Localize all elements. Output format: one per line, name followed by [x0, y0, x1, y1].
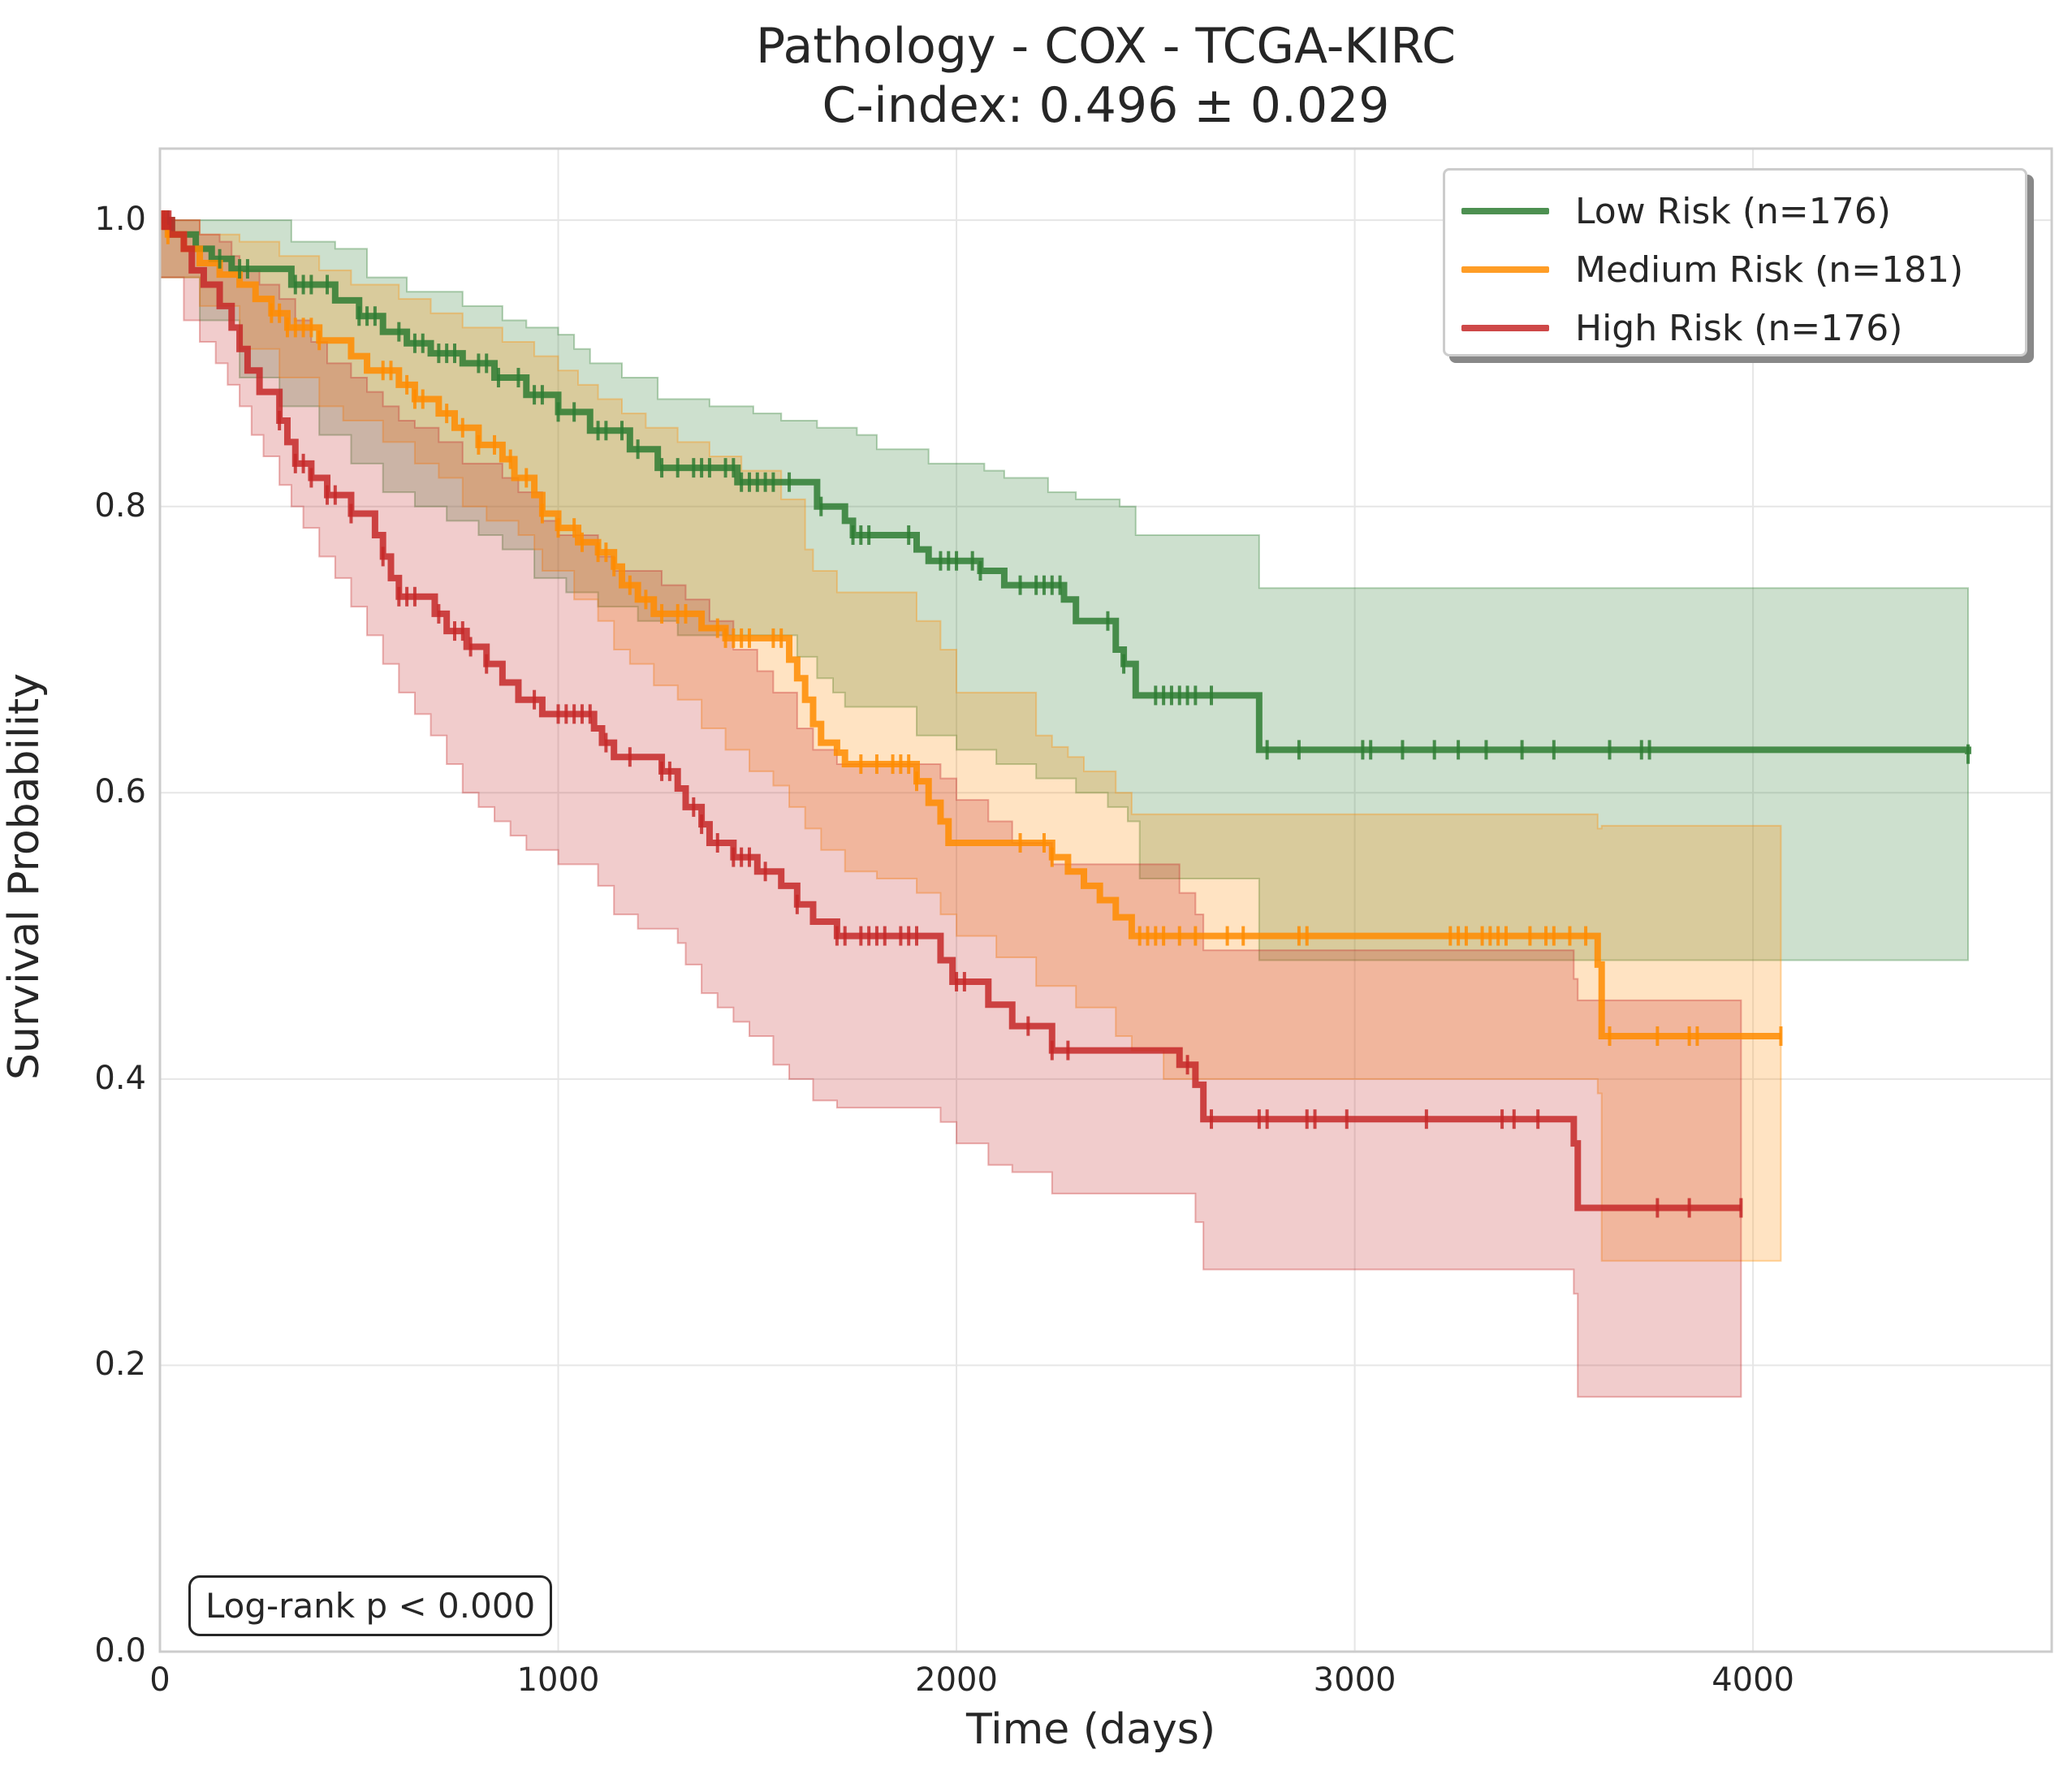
x-tick-label: 1000	[516, 1661, 600, 1699]
y-tick-label: 0.0	[94, 1632, 146, 1670]
y-tick-label: 0.4	[94, 1059, 146, 1097]
ci-band-high-risk	[159, 219, 1742, 1398]
survival-curves	[160, 217, 1971, 1212]
censor-marks	[160, 210, 1970, 1218]
survival-curve-high-risk	[160, 217, 1742, 1212]
chart-title: Pathology - COX - TCGA-KIRC	[755, 18, 1456, 75]
log-rank-annotation: Log-rank p < 0.000	[188, 1575, 553, 1636]
y-axis-label: Survival Probability	[0, 672, 49, 1080]
y-tick-label: 0.2	[94, 1346, 146, 1384]
x-tick-label: 3000	[1313, 1661, 1396, 1699]
legend-swatch-medium-risk	[1461, 266, 1549, 273]
plot-frame	[158, 147, 2053, 1653]
legend-item-medium-risk: Medium Risk (n=181)	[1461, 245, 1963, 294]
y-tick-label: 0.6	[94, 773, 146, 811]
legend-swatch-low-risk	[1461, 208, 1549, 214]
survival-curve-low-risk	[160, 217, 1971, 754]
chart-subtitle: C-index: 0.496 ± 0.029	[822, 77, 1390, 134]
legend-swatch-high-risk	[1461, 325, 1549, 331]
survival-curve-medium-risk	[160, 217, 1781, 1039]
legend-label-high-risk: High Risk (n=176)	[1575, 307, 1903, 349]
legend-label-medium-risk: Medium Risk (n=181)	[1575, 248, 1964, 291]
legend-item-high-risk: High Risk (n=176)	[1461, 304, 1902, 352]
x-tick-label: 4000	[1712, 1661, 1794, 1699]
x-tick-label: 0	[149, 1661, 171, 1699]
y-tick-label: 0.8	[94, 486, 146, 525]
x-axis-label: Time (days)	[966, 1705, 1216, 1754]
y-tick-label: 1.0	[94, 201, 146, 239]
legend: Low Risk (n=176) Medium Risk (n=181) Hig…	[1443, 168, 2027, 356]
legend-item-low-risk: Low Risk (n=176)	[1461, 187, 1891, 235]
legend-label-low-risk: Low Risk (n=176)	[1575, 190, 1891, 232]
x-tick-label: 2000	[915, 1661, 998, 1699]
